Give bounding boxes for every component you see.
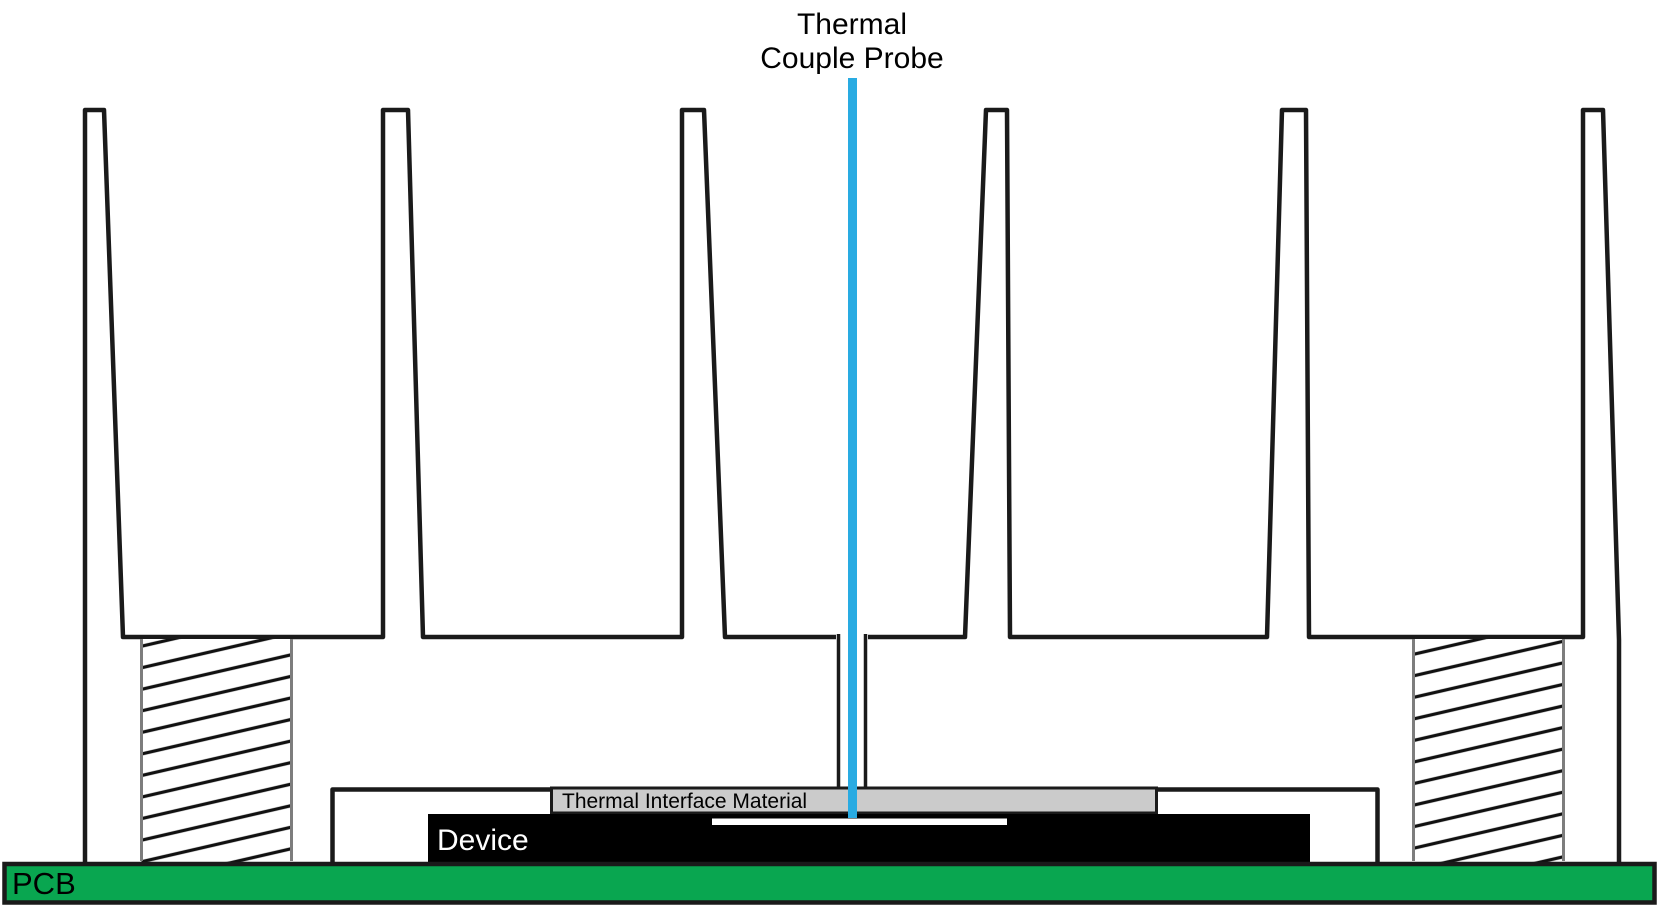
pcb-bar xyxy=(2,861,1657,905)
tim-label: Thermal Interface Material xyxy=(562,790,807,813)
post-hatching xyxy=(141,639,292,862)
mounting-post-right xyxy=(1412,639,1565,862)
probe-label-line1: Thermal xyxy=(797,8,907,41)
mounting-post-left xyxy=(140,639,293,862)
probe-label-line2: Couple Probe xyxy=(760,42,943,75)
device-contact-line xyxy=(712,818,1007,825)
heatsink-body-outline xyxy=(82,107,1622,869)
pcb-label: PCB xyxy=(12,866,76,901)
device-label: Device xyxy=(437,824,529,857)
post-hatching xyxy=(1413,639,1564,862)
